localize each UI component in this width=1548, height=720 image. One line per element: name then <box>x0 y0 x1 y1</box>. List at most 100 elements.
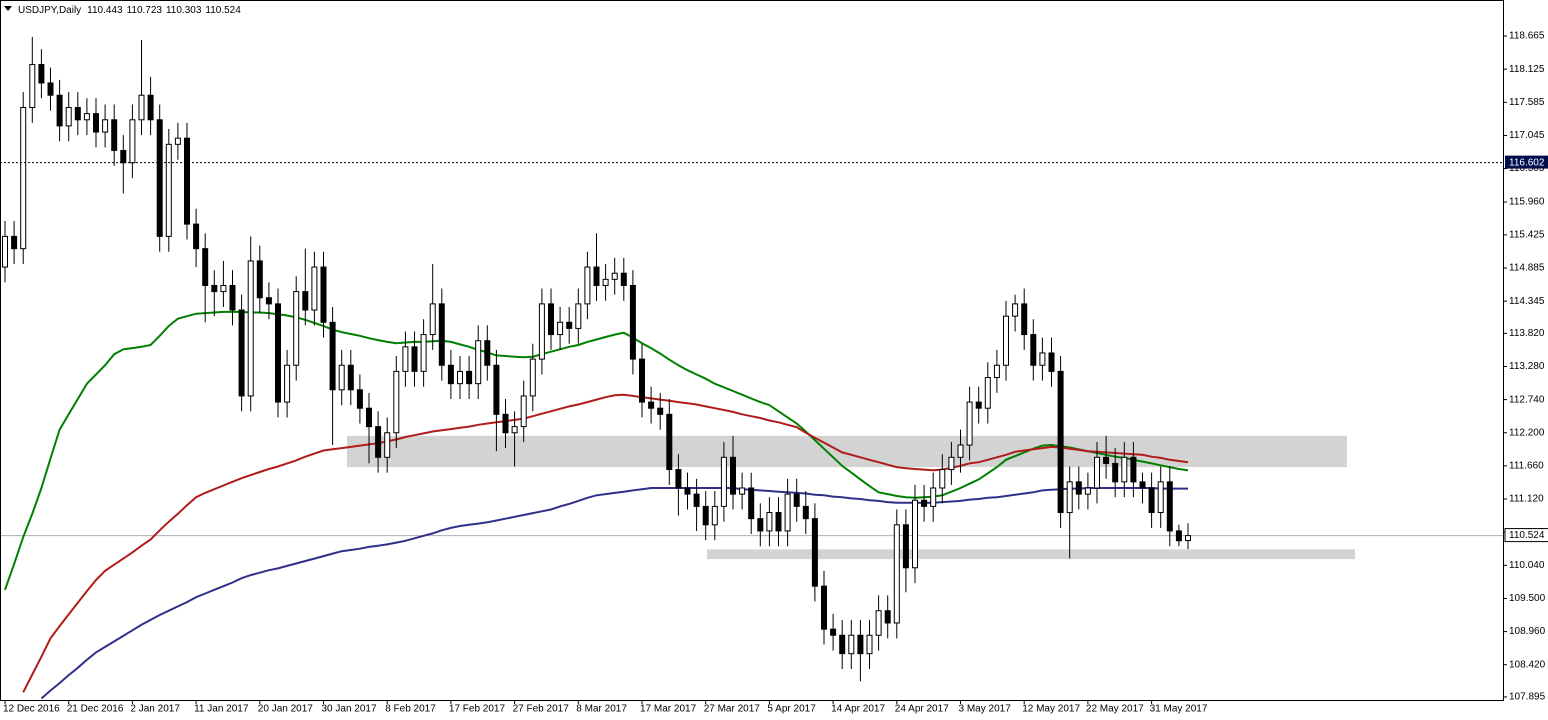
candle-body <box>775 512 782 532</box>
candle-body <box>447 364 454 385</box>
y-tick-label: 111.660 <box>1509 461 1544 472</box>
candle-body <box>202 248 209 286</box>
candle-body <box>111 119 118 151</box>
candle-body <box>821 585 827 630</box>
zone <box>707 549 1355 560</box>
candle-body <box>475 340 482 385</box>
candle-body <box>930 487 937 507</box>
candle-body <box>83 113 90 121</box>
candle-body <box>811 518 818 587</box>
candle-body <box>875 610 882 636</box>
candle-body <box>502 413 509 434</box>
candle-body <box>384 432 391 458</box>
candle-body <box>1112 462 1119 483</box>
candle-body <box>511 426 518 434</box>
candle-body <box>684 487 691 495</box>
candle-body <box>957 444 964 458</box>
candle-body <box>65 107 72 127</box>
candle-body <box>147 94 154 121</box>
candle-body <box>620 272 627 286</box>
candle-body <box>275 303 281 403</box>
x-tick-label: 5 Apr 2017 <box>767 704 816 715</box>
candle-body <box>311 266 318 311</box>
candle-body <box>256 260 263 299</box>
candle-body <box>893 524 900 624</box>
x-tick-label: 17 Mar 2017 <box>640 704 697 715</box>
candle-body <box>902 524 909 569</box>
level-label-box <box>1505 155 1548 169</box>
candle-body <box>793 493 800 507</box>
candle-body <box>593 266 600 286</box>
candle-body <box>1012 303 1019 317</box>
candle-body <box>966 401 973 446</box>
x-tick-label: 27 Mar 2017 <box>704 704 761 715</box>
ohlc-high: 110.723 <box>127 5 163 16</box>
x-tick-label: 17 Feb 2017 <box>449 704 506 715</box>
candle-body <box>457 370 463 385</box>
candle-body <box>120 149 127 164</box>
y-tick-label: 107.895 <box>1509 692 1546 703</box>
y-tick-label: 114.885 <box>1509 263 1545 274</box>
candle-body <box>884 610 891 624</box>
candle-body <box>1130 456 1137 483</box>
y-tick-label: 110.040 <box>1509 560 1545 571</box>
candle-body <box>711 505 718 526</box>
candle-body <box>766 512 773 532</box>
ohlc-open: 110.443 <box>87 5 123 16</box>
candle-body <box>948 456 955 471</box>
moving-average <box>4 310 1189 591</box>
candle-body <box>284 364 291 403</box>
candle-body <box>174 137 181 145</box>
candle-body <box>566 321 573 329</box>
candle-body <box>648 401 655 409</box>
candle-body <box>939 469 946 489</box>
candle-body <box>438 303 445 366</box>
candle-body <box>739 487 746 495</box>
candle-body <box>129 119 136 164</box>
candle-body <box>1166 481 1173 532</box>
candle-body <box>102 119 109 133</box>
candle-body <box>757 518 764 532</box>
candle-body <box>302 291 309 311</box>
candle-body <box>156 119 163 237</box>
candle-body <box>629 284 636 360</box>
x-tick-label: 20 Jan 2017 <box>258 704 313 715</box>
candle-body <box>975 401 982 409</box>
y-tick-label: 111.120 <box>1509 494 1544 505</box>
candle-body <box>56 94 63 127</box>
candle-body <box>520 395 527 428</box>
candle-body <box>356 389 363 409</box>
candle-body <box>1039 352 1046 366</box>
candle-body <box>830 628 837 636</box>
candle-body <box>338 364 345 391</box>
menu-triangle <box>4 6 12 11</box>
y-tick-label: 117.585 <box>1509 97 1545 108</box>
candle-body <box>584 266 591 305</box>
symbol: USDJPY,Daily <box>18 5 81 16</box>
candle-body <box>1094 456 1100 489</box>
candle-body <box>866 634 873 655</box>
x-tick-label: 8 Feb 2017 <box>385 704 436 715</box>
candle-body <box>912 499 918 569</box>
candle-body <box>1148 487 1155 514</box>
candle-body <box>611 272 618 280</box>
candle-body <box>411 346 418 372</box>
candle-body <box>47 82 54 96</box>
candle-body <box>220 284 227 293</box>
candle-body <box>193 223 200 250</box>
price-label: 110.524 <box>1509 530 1545 541</box>
candle-body <box>1157 481 1164 514</box>
candle-body <box>238 309 245 397</box>
ohlc-low: 110.303 <box>166 5 202 16</box>
y-tick-label: 109.500 <box>1509 593 1546 604</box>
x-tick-label: 12 Dec 2016 <box>3 704 60 715</box>
candle-body <box>720 456 727 507</box>
candle-body <box>802 505 809 520</box>
candle-body <box>493 364 500 415</box>
ohlc-close: 110.524 <box>205 5 241 16</box>
candle-body <box>11 235 18 250</box>
candle-body <box>165 143 172 237</box>
candle-body <box>538 303 545 360</box>
y-tick-label: 117.045 <box>1509 130 1545 141</box>
